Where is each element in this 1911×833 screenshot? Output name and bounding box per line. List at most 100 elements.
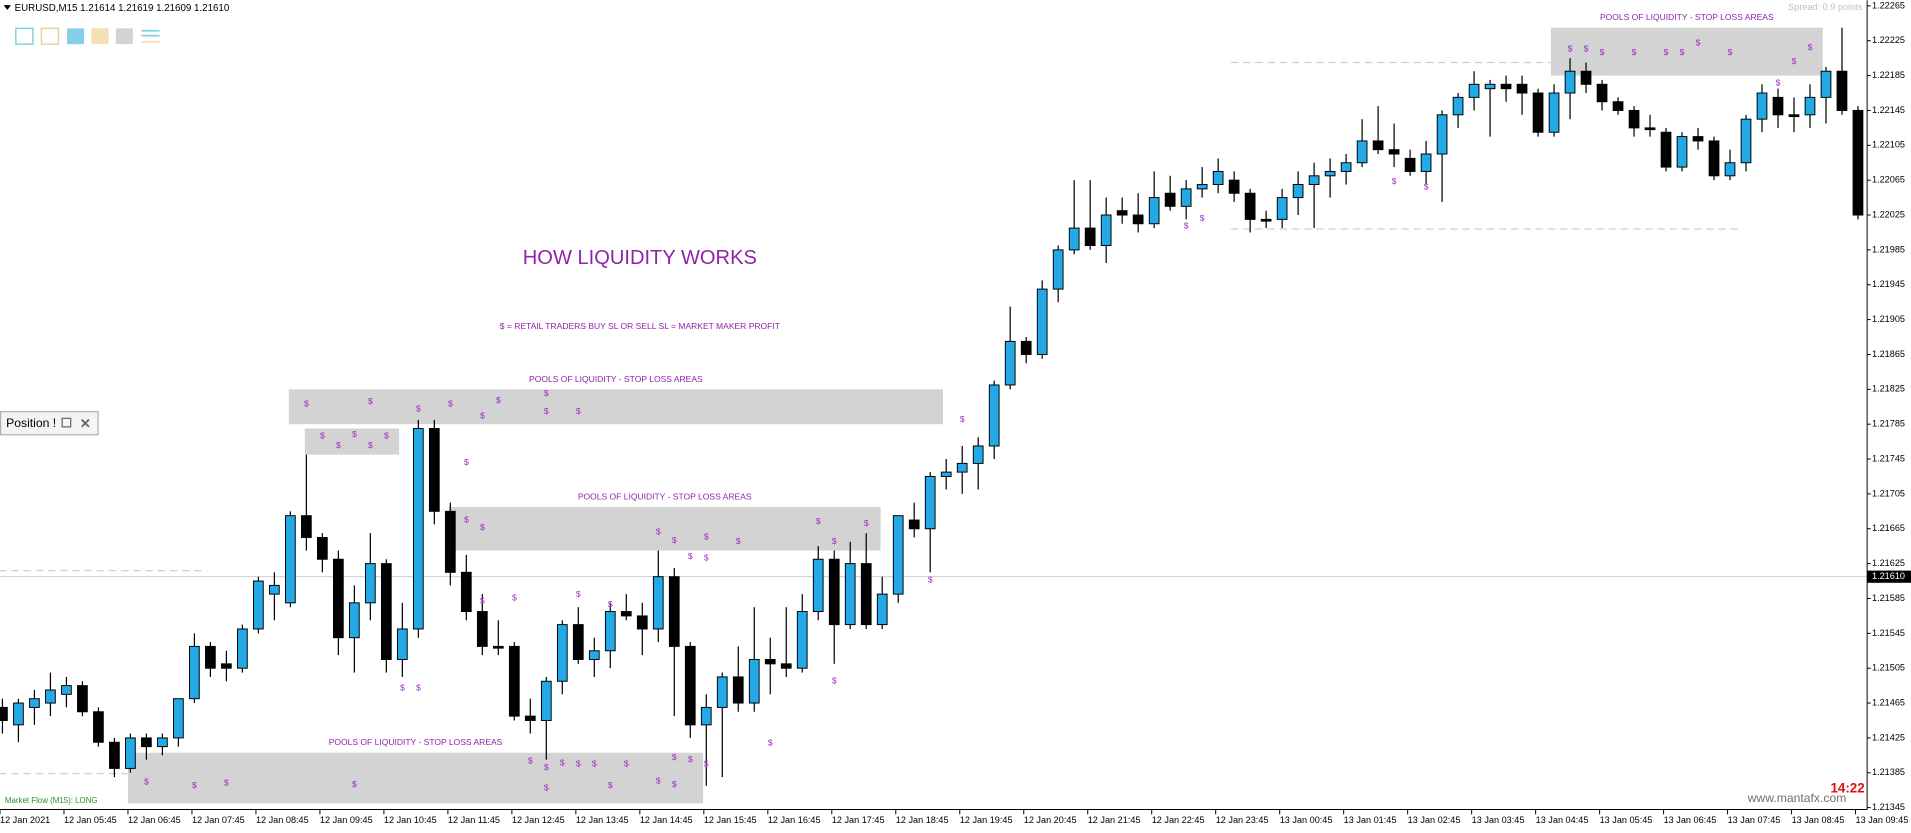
x-tick-label: 12 Jan 12:45: [512, 815, 565, 825]
liquidity-marker: $: [384, 431, 389, 441]
candle-body: [221, 663, 232, 669]
candle-body: [1356, 140, 1368, 164]
candle-body: [764, 658, 776, 665]
y-tick-label: 1.22265: [1872, 0, 1905, 10]
candle-body: [45, 689, 56, 704]
x-tick-label: 12 Jan 23:45: [1216, 815, 1269, 825]
icon[interactable]: [40, 27, 60, 45]
icon[interactable]: [91, 28, 109, 45]
candle-body: [1100, 214, 1112, 247]
candle-body: [828, 558, 840, 626]
y-tick-label: 1.21425: [1872, 732, 1905, 742]
liquidity-marker: $: [672, 752, 677, 762]
candle-body: [668, 576, 680, 647]
candle-body: [237, 628, 248, 669]
liquidity-marker: $: [560, 757, 565, 767]
candle-body: [412, 428, 424, 630]
candle-body: [1292, 184, 1304, 199]
liquidity-marker: $: [704, 758, 709, 768]
liquidity-marker: $: [368, 396, 373, 406]
y-tick-label: 1.21905: [1872, 314, 1905, 324]
candle-body: [109, 741, 120, 769]
candle-body: [492, 645, 504, 649]
liquidity-marker: $: [1568, 44, 1573, 54]
y-tick-label: 1.21985: [1872, 244, 1905, 254]
candle-body: [1084, 227, 1096, 247]
x-tick-label: 13 Jan 06:45: [1664, 815, 1717, 825]
candle-body: [61, 685, 72, 695]
liquidity-marker: $: [656, 526, 661, 536]
chart-title: HOW LIQUIDITY WORKS: [523, 247, 757, 269]
liquidity-zone: [288, 389, 944, 425]
position-panel[interactable]: Position !: [0, 411, 99, 436]
y-tick-label: 1.21865: [1872, 349, 1905, 359]
icon[interactable]: [67, 28, 85, 45]
liquidity-marker: $: [464, 514, 469, 524]
candle-body: [1036, 288, 1048, 355]
candle-body: [540, 680, 552, 721]
close-button[interactable]: [81, 418, 90, 428]
icon[interactable]: [115, 28, 133, 45]
candle-body: [556, 624, 568, 682]
liquidity-marker: $: [368, 440, 373, 450]
x-tick-label: 13 Jan 04:45: [1536, 815, 1589, 825]
candle-body: [1260, 218, 1272, 222]
y-tick-label: 1.22025: [1872, 209, 1905, 219]
candle-body: [1308, 175, 1320, 186]
restore-button[interactable]: [61, 417, 72, 428]
y-tick-label: 1.22065: [1872, 175, 1905, 185]
liquidity-marker: $: [736, 536, 741, 546]
liquidity-marker: $: [1424, 181, 1429, 191]
x-tick-label: 12 Jan 14:45: [640, 815, 693, 825]
candle-body: [1836, 70, 1848, 111]
icon[interactable]: [15, 27, 34, 45]
x-tick-label: 12 Jan 11:45: [448, 815, 500, 825]
candle-body: [892, 515, 904, 595]
candle-body: [253, 580, 264, 630]
liquidity-marker: $: [1808, 42, 1813, 52]
candle-body: [1788, 114, 1800, 118]
candle-body: [1580, 70, 1592, 85]
liquidity-marker: $: [544, 783, 549, 793]
candle-body: [604, 611, 616, 652]
candle-body: [1164, 192, 1176, 207]
candle-body: [1436, 114, 1448, 155]
liquidity-marker: $: [768, 737, 773, 747]
candle-body: [1068, 227, 1080, 251]
liquidity-marker: $: [688, 551, 693, 561]
candle-body: [13, 702, 24, 726]
candle-body: [1516, 83, 1528, 94]
candle-body: [444, 510, 456, 573]
candle-body: [0, 706, 8, 721]
candle-body: [348, 602, 360, 639]
candle-body: [460, 571, 472, 613]
liquidity-marker: $: [608, 599, 613, 609]
candle-body: [1132, 214, 1144, 225]
candle-body: [956, 462, 968, 473]
chart-subtitle: $ = RETAIL TRADERS BUY SL OR SELL SL = M…: [500, 321, 780, 331]
candle-body: [205, 645, 216, 669]
liquidity-marker: $: [1632, 47, 1637, 57]
candle-body: [636, 615, 648, 630]
liquidity-marker: $: [320, 431, 325, 441]
candle-body: [1772, 96, 1784, 116]
zone-label: POOLS OF LIQUIDITY - STOP LOSS AREAS: [329, 737, 503, 747]
liquidity-marker: $: [704, 553, 709, 563]
candle-body: [173, 698, 184, 739]
candle-body: [700, 706, 712, 726]
liquidity-marker: $: [1776, 78, 1781, 88]
candle-body: [588, 650, 600, 660]
liquidity-marker: $: [1728, 47, 1733, 57]
liquidity-marker: $: [1184, 221, 1189, 231]
liquidity-marker: $: [192, 780, 197, 790]
x-tick-label: 12 Jan 18:45: [896, 815, 949, 825]
candle-body: [1052, 249, 1064, 290]
x-tick-label: 13 Jan 03:45: [1472, 815, 1525, 825]
x-tick-label: 13 Jan 01:45: [1344, 815, 1397, 825]
menu-triangle[interactable]: [3, 5, 11, 11]
candle-body: [1340, 162, 1352, 172]
candle-body: [684, 645, 696, 726]
x-tick-label: 12 Jan 21:45: [1088, 815, 1141, 825]
